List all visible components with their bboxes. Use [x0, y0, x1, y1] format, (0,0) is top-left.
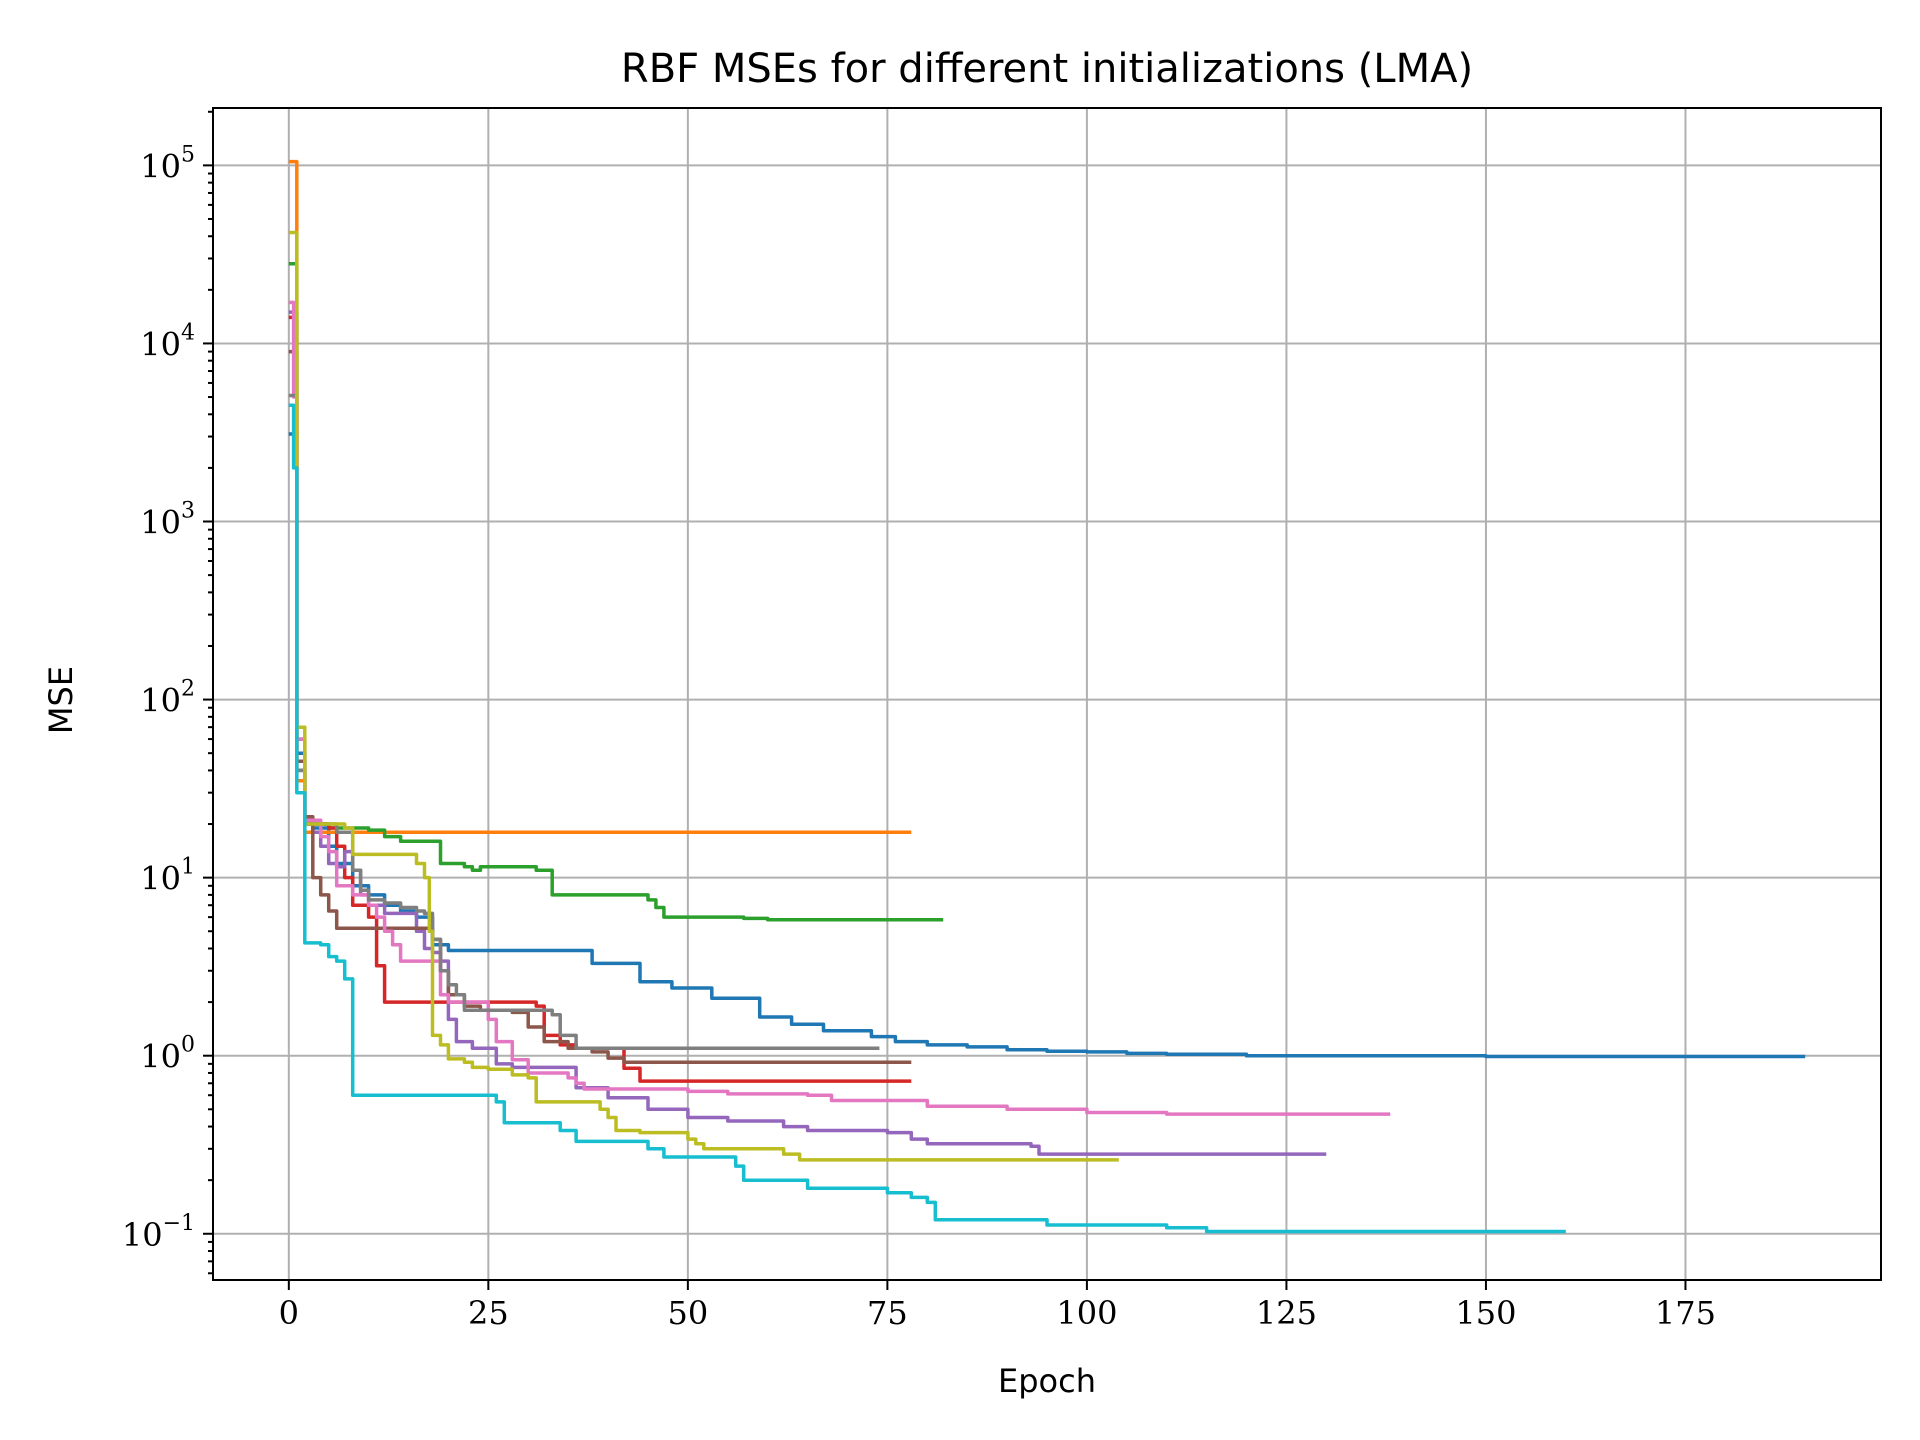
- series-line-9: [288, 230, 1119, 1162]
- y-tick-label: 10−1: [122, 1211, 195, 1254]
- y-axis-label: MSE: [42, 666, 80, 734]
- y-tick-label: 100: [140, 1033, 195, 1076]
- axis-ticks: 0 25 50 75 100 125 150 175 10−1 100 101 102 103 104 10…: [122, 110, 1716, 1332]
- y-tick-label: 101: [140, 855, 195, 898]
- x-axis-label: Epoch: [998, 1362, 1096, 1400]
- x-tick-label: 125: [1256, 1294, 1317, 1332]
- x-tick-label: 175: [1655, 1294, 1716, 1332]
- x-tick-label: 150: [1455, 1294, 1516, 1332]
- y-tick-label: 102: [140, 677, 195, 720]
- series-lines: [288, 159, 1806, 1234]
- series-line-6: [288, 349, 912, 1064]
- series-line-8: [288, 393, 880, 1051]
- y-tick-label: 105: [140, 142, 195, 185]
- x-tick-label: 50: [668, 1294, 709, 1332]
- x-tick-label: 75: [867, 1294, 908, 1332]
- series-line-2: [288, 159, 912, 834]
- plot-area-frame: [212, 107, 1882, 1281]
- grid: [213, 108, 1881, 1280]
- series-line-10: [288, 403, 1566, 1234]
- y-tick-label: 103: [140, 499, 195, 542]
- series-line-3: [288, 262, 944, 922]
- x-tick-label: 25: [468, 1294, 509, 1332]
- x-tick-label: 0: [279, 1294, 299, 1332]
- y-tick-label: 104: [140, 320, 195, 363]
- series-line-7: [288, 300, 1391, 1116]
- series-line-1: [288, 432, 1806, 1059]
- chart-title: RBF MSEs for different initializations (…: [621, 46, 1473, 92]
- series-line-5: [288, 310, 1327, 1156]
- x-tick-label: 100: [1056, 1294, 1117, 1332]
